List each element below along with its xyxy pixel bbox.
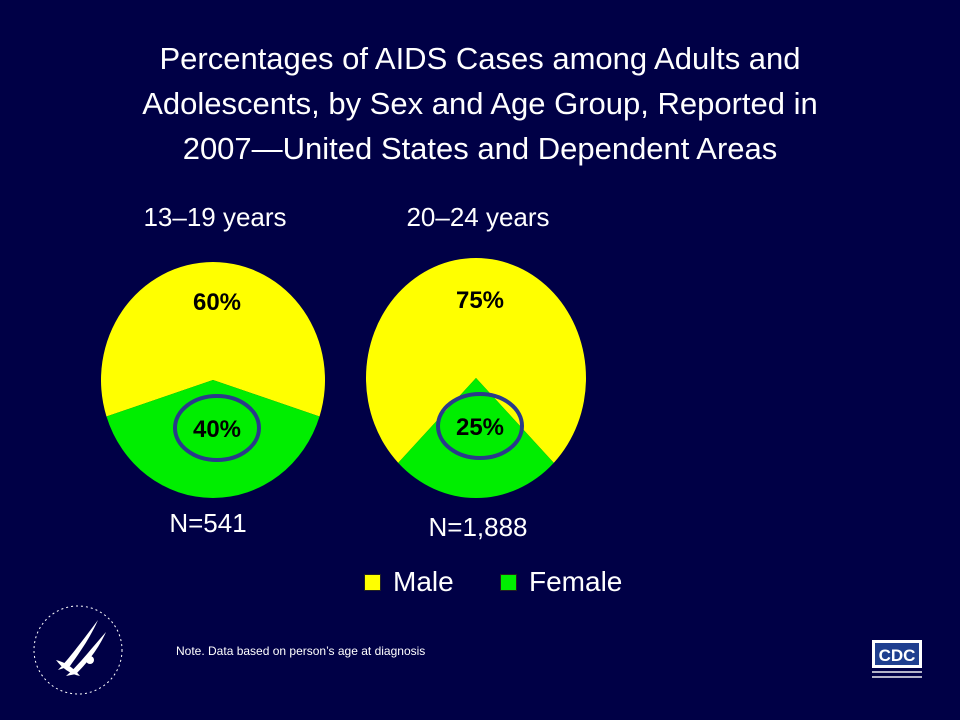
legend-female: Female: [500, 566, 622, 598]
pie-1-slice-female: [106, 380, 320, 499]
svg-text:CDC: CDC: [879, 646, 916, 665]
legend-male-swatch: [364, 573, 381, 591]
title-line-2: Adolescents, by Sex and Age Group, Repor…: [142, 86, 818, 121]
pie-1-female-data-label: 40%: [193, 416, 241, 443]
pie-1-highlight-circle: [173, 394, 261, 462]
pie-2-female-data-label: 25%: [456, 414, 504, 441]
footnote: Note. Data based on person’s age at diag…: [176, 644, 426, 658]
pie-2-n-label: N=1,888: [428, 512, 528, 542]
pie-2-slice-male: [365, 258, 586, 463]
chart-title: Percentages of AIDS Cases among Adults a…: [60, 36, 900, 171]
legend-female-swatch: [500, 573, 517, 591]
legend-male: Male: [364, 566, 454, 598]
legend-female-label: Female: [529, 566, 623, 597]
legend-male-label: Male: [393, 566, 454, 597]
pie-1-slice-male: [101, 262, 325, 417]
title-line-3: 2007—United States and Dependent Areas: [182, 131, 778, 166]
pie-1-age-label: 13–19 years: [143, 202, 287, 232]
cdc-logo: CDC: [872, 640, 922, 678]
title-line-1: Percentages of AIDS Cases among Adults a…: [159, 41, 801, 76]
pie-1-male-data-label: 60%: [193, 289, 241, 316]
pie-2-male-data-label: 75%: [456, 287, 504, 314]
pie-1-n-label: N=541: [169, 508, 247, 538]
pie-2-highlight-circle: [436, 392, 524, 460]
pie-2-age-label: 20–24 years: [406, 202, 550, 232]
hhs-logo: [33, 605, 123, 695]
pie-2-slice-female: [398, 378, 554, 498]
